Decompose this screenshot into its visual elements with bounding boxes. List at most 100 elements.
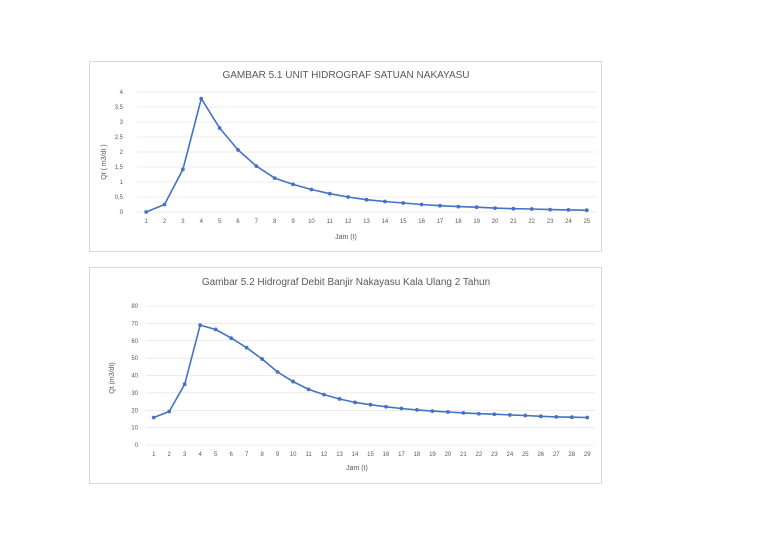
chart-2-xtick-label: 25 xyxy=(522,452,529,458)
chart-2-data-point xyxy=(337,397,342,401)
chart-2-xtick-label: 24 xyxy=(507,452,514,458)
chart-1-xtick-label: 16 xyxy=(418,219,425,225)
chart-2-data-point xyxy=(430,409,435,414)
chart-1-data-point xyxy=(529,207,534,211)
chart-2-ylabel: Qt (m3/dt) xyxy=(109,362,116,394)
chart-2-ytick-label: 20 xyxy=(131,408,138,414)
chart-2-data-point xyxy=(213,327,218,332)
chart-1-ytick-label: 4 xyxy=(120,90,124,96)
chart-2-data-point xyxy=(569,415,574,420)
chart-2-xtick-label: 2 xyxy=(168,452,172,458)
chart-2-svg: Gambar 5.2 Hidrograf Debit Banjir Nakaya… xyxy=(109,277,595,472)
chart-2-data-point xyxy=(151,415,156,420)
chart-1-xtick-label: 2 xyxy=(163,219,167,225)
chart-2-xtick-label: 1 xyxy=(152,452,156,458)
chart-2-data-point xyxy=(291,379,295,384)
chart-2-data-point xyxy=(399,406,404,411)
chart-2-data-point xyxy=(182,382,187,387)
chart-2-xtick-label: 26 xyxy=(537,452,544,458)
chart-2-data-point xyxy=(353,400,357,405)
chart-2-data-point xyxy=(461,410,466,415)
chart-1-data-point xyxy=(236,148,240,152)
chart-1-ytick-label: 0,5 xyxy=(115,195,124,201)
chart-2-ytick-label: 70 xyxy=(131,321,138,327)
chart-2-data-point xyxy=(368,402,373,407)
chart-2-xtick-label: 22 xyxy=(476,452,483,458)
chart-1-data-point xyxy=(401,201,406,205)
chart-1-xtick-label: 14 xyxy=(382,219,389,225)
chart-2-title: Gambar 5.2 Hidrograf Debit Banjir Nakaya… xyxy=(202,277,490,288)
chart-1-xtick-label: 21 xyxy=(510,219,517,225)
chart-2-data-point xyxy=(446,410,450,414)
chart-1-data-point xyxy=(309,187,314,192)
chart-1-ylabel: Qt ( m3/dt ) xyxy=(101,144,108,179)
chart-1-data-point xyxy=(162,202,167,207)
chart-1-ytick-label: 3,5 xyxy=(115,105,124,111)
chart-2-data-point xyxy=(167,409,172,414)
chart-2-data-point xyxy=(384,404,388,409)
chart-1-data-point xyxy=(419,202,424,207)
chart-2-xtick-label: 3 xyxy=(183,452,187,458)
chart-1-data-point xyxy=(291,182,295,187)
chart-2-data-point xyxy=(554,414,559,419)
chart-1-data-point xyxy=(584,208,589,213)
chart-1-ytick-label: 2,5 xyxy=(115,135,124,141)
chart-1-xtick-label: 12 xyxy=(345,219,352,225)
chart-2-data-point xyxy=(523,413,528,418)
chart-1-xtick-label: 10 xyxy=(308,219,315,225)
chart-2-ytick-label: 60 xyxy=(131,339,138,345)
chart-2-xtick-label: 21 xyxy=(460,452,467,458)
chart-1-xtick-label: 3 xyxy=(181,219,185,225)
chart-2-data-point xyxy=(476,411,481,416)
chart-2-xtick-label: 8 xyxy=(260,452,264,458)
chart-2-ytick-label: 0 xyxy=(135,443,139,449)
chart-1-ytick-label: 1,5 xyxy=(115,165,124,171)
chart-2-data-point xyxy=(507,413,512,417)
chart-1-xtick-label: 6 xyxy=(236,219,240,225)
chart-1-xtick-label: 25 xyxy=(583,219,590,225)
chart-1-xtick-label: 20 xyxy=(492,219,499,225)
chart-1-data-point xyxy=(254,164,259,168)
chart-2-xtick-label: 5 xyxy=(214,452,218,458)
chart-1-xtick-label: 8 xyxy=(273,219,277,225)
chart-1-xtick-label: 13 xyxy=(363,219,370,225)
chart-2-xtick-label: 7 xyxy=(245,452,249,458)
chart-1-title: GAMBAR 5.1 UNIT HIDROGRAF SATUAN NAKAYAS… xyxy=(222,70,469,81)
chart-2-ytick-label: 30 xyxy=(131,391,138,397)
chart-1-data-point xyxy=(382,199,387,204)
chart-1-series-line xyxy=(145,97,587,213)
chart-1-data-point xyxy=(438,203,442,208)
chart-2-ytick-label: 50 xyxy=(131,356,138,362)
chart-2-xtick-label: 27 xyxy=(553,452,560,458)
chart-1-xtick-label: 15 xyxy=(400,219,407,225)
chart-2-data-point xyxy=(538,414,543,419)
chart-2-data-point xyxy=(585,415,590,420)
chart-1-xtick-label: 11 xyxy=(327,219,334,225)
chart-2-xtick-label: 9 xyxy=(276,452,280,458)
chart-2-ytick-label: 80 xyxy=(131,304,138,310)
chart-1-xtick-label: 7 xyxy=(255,219,259,225)
chart-2: Gambar 5.2 Hidrograf Debit Banjir Nakaya… xyxy=(89,267,602,484)
chart-1-xtick-label: 9 xyxy=(291,219,295,225)
chart-1-xtick-label: 19 xyxy=(473,219,480,225)
chart-1-data-point xyxy=(272,176,277,180)
chart-2-data-point xyxy=(275,370,280,374)
chart-2-xtick-label: 6 xyxy=(229,452,233,458)
chart-1-data-point xyxy=(217,126,222,130)
chart-1-data-point xyxy=(199,96,204,101)
chart-1-xtick-label: 24 xyxy=(565,219,572,225)
chart-2-data-point xyxy=(322,392,326,397)
chart-1-data-point xyxy=(181,167,185,172)
chart-2-xtick-label: 10 xyxy=(290,452,297,458)
chart-2-data-point xyxy=(198,323,203,328)
chart-2-xtick-label: 18 xyxy=(414,452,421,458)
chart-1-xtick-label: 23 xyxy=(547,219,554,225)
chart-2-xtick-label: 20 xyxy=(445,452,452,458)
chart-1-data-point xyxy=(364,197,369,202)
chart-1-data-point xyxy=(474,205,479,210)
chart-2-ytick-label: 10 xyxy=(131,426,138,432)
chart-2-xtick-label: 14 xyxy=(352,452,359,458)
chart-2-xtick-label: 29 xyxy=(584,452,591,458)
chart-1-ytick-label: 0 xyxy=(120,210,124,216)
chart-1-svg: GAMBAR 5.1 UNIT HIDROGRAF SATUAN NAKAYAS… xyxy=(101,70,596,241)
